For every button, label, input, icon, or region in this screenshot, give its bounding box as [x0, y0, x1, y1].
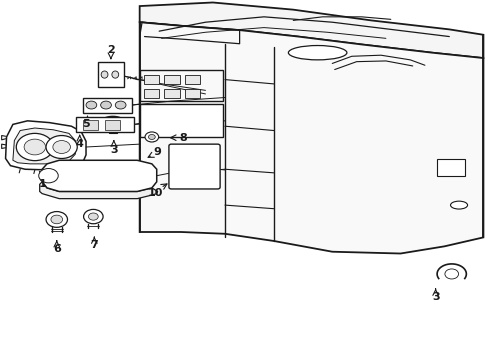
Bar [104, 120, 120, 130]
Bar [140, 69, 222, 101]
Polygon shape [140, 3, 483, 58]
Bar [184, 75, 200, 84]
Bar [436, 159, 465, 176]
Circle shape [148, 134, 155, 139]
Ellipse shape [449, 201, 467, 209]
Bar [163, 89, 179, 98]
Circle shape [53, 140, 70, 153]
Bar [76, 117, 134, 132]
Ellipse shape [112, 71, 119, 78]
Text: 3: 3 [110, 144, 118, 154]
Text: 10: 10 [148, 188, 163, 198]
Circle shape [46, 135, 77, 158]
Bar [143, 89, 159, 98]
Bar [98, 62, 123, 87]
Bar [184, 89, 200, 98]
Circle shape [46, 212, 67, 227]
Text: 3: 3 [431, 292, 439, 302]
Polygon shape [5, 121, 86, 170]
Circle shape [444, 269, 458, 279]
Text: 4: 4 [76, 139, 83, 149]
Circle shape [145, 132, 158, 142]
Polygon shape [13, 128, 75, 164]
Circle shape [39, 168, 58, 183]
Polygon shape [42, 160, 157, 192]
Bar [82, 98, 132, 113]
Text: 1: 1 [38, 179, 46, 189]
Text: 9: 9 [153, 147, 162, 157]
Polygon shape [40, 182, 158, 199]
Text: 6: 6 [53, 244, 61, 254]
Bar [82, 120, 98, 130]
Text: 8: 8 [179, 133, 187, 143]
Circle shape [51, 215, 62, 224]
Circle shape [101, 101, 111, 109]
Circle shape [83, 210, 103, 224]
Text: 7: 7 [90, 240, 98, 250]
FancyBboxPatch shape [168, 144, 220, 189]
Polygon shape [140, 22, 483, 253]
Bar [143, 75, 159, 84]
Circle shape [115, 101, 126, 109]
Circle shape [16, 134, 53, 161]
Ellipse shape [288, 45, 346, 60]
Circle shape [24, 139, 45, 155]
Circle shape [88, 213, 98, 220]
Text: 5: 5 [82, 120, 90, 129]
Circle shape [86, 101, 97, 109]
Text: 2: 2 [107, 45, 115, 55]
Bar [163, 75, 179, 84]
Ellipse shape [101, 71, 108, 78]
Bar [140, 104, 222, 137]
